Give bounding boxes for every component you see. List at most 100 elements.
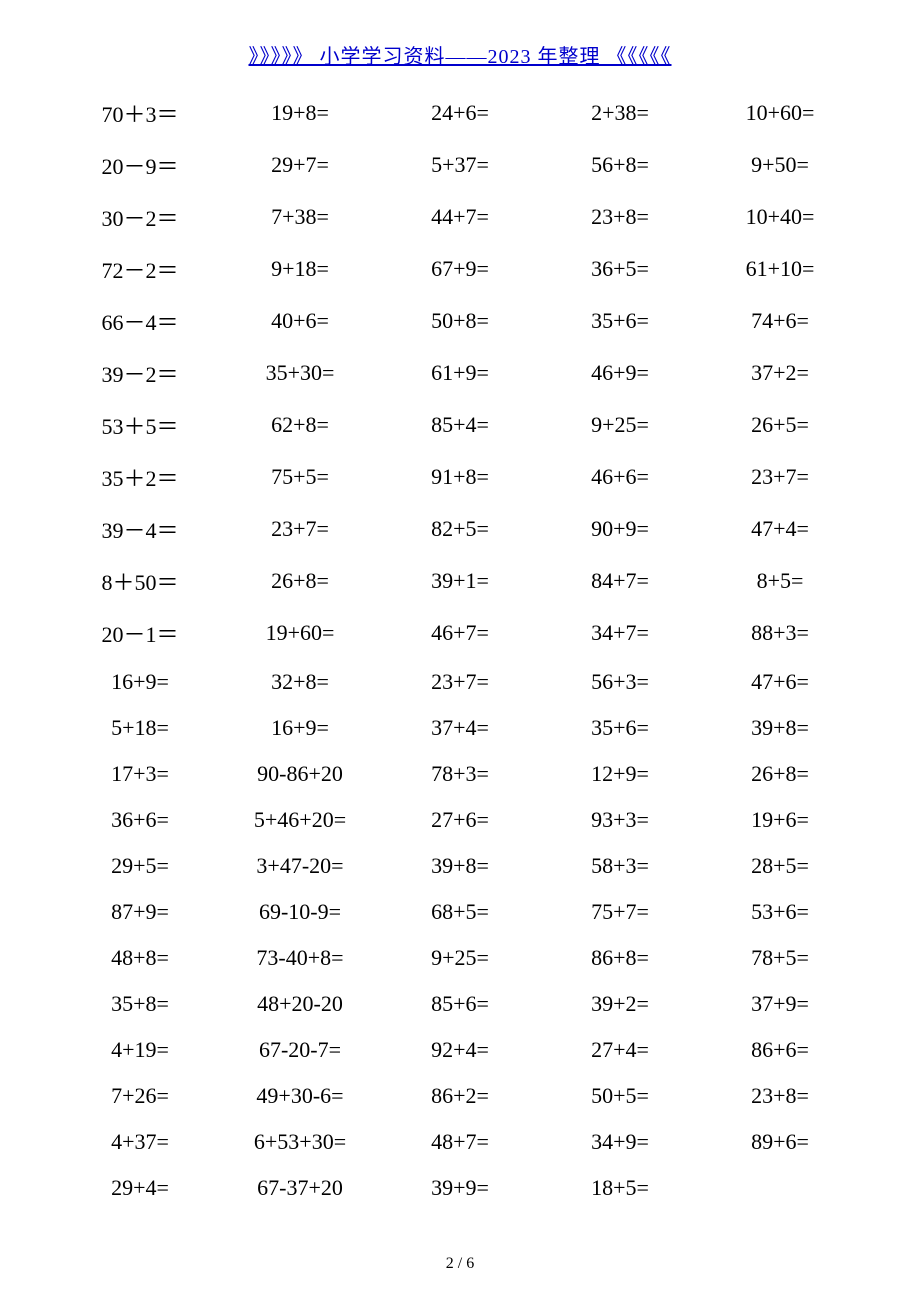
problem-cell: 24+6= [380, 87, 540, 139]
table-row: 72－2＝9+18=67+9=36+5=61+10= [60, 243, 860, 295]
problem-cell: 8＋50＝ [60, 555, 220, 607]
problem-cell: 48+20-20 [220, 981, 380, 1027]
problem-cell: 86+6= [700, 1027, 860, 1073]
problem-cell: 82+5= [380, 503, 540, 555]
problem-cell: 36+5= [540, 243, 700, 295]
problem-cell: 5+46+20= [220, 797, 380, 843]
problem-cell: 23+7= [700, 451, 860, 503]
problem-cell: 5+18= [60, 705, 220, 751]
problem-cell: 29+5= [60, 843, 220, 889]
table-row: 7+26=49+30-6=86+2=50+5=23+8= [60, 1073, 860, 1119]
problem-cell: 91+8= [380, 451, 540, 503]
problem-cell: 40+6= [220, 295, 380, 347]
header-link-text: 小学学习资料——2023 年整理 [320, 46, 601, 68]
problem-cell: 44+7= [380, 191, 540, 243]
problem-cell: 27+4= [540, 1027, 700, 1073]
problem-cell: 61+9= [380, 347, 540, 399]
problem-cell: 78+5= [700, 935, 860, 981]
table-row: 87+9=69-10-9=68+5=75+7=53+6= [60, 889, 860, 935]
table-row: 4+37=6+53+30=48+7=34+9=89+6= [60, 1119, 860, 1165]
problem-cell: 39+9= [380, 1165, 540, 1211]
problem-cell: 62+8= [220, 399, 380, 451]
problem-cell [700, 1165, 860, 1211]
problem-cell: 35+6= [540, 705, 700, 751]
problem-cell: 53+6= [700, 889, 860, 935]
problem-cell: 89+6= [700, 1119, 860, 1165]
table-row: 29+5=3+47-20=39+8=58+3=28+5= [60, 843, 860, 889]
table-row: 30－2＝7+38=44+7=23+8=10+40= [60, 191, 860, 243]
problem-cell: 28+5= [700, 843, 860, 889]
problem-cell: 35+8= [60, 981, 220, 1027]
table-row: 35+8=48+20-2085+6=39+2=37+9= [60, 981, 860, 1027]
problem-cell: 61+10= [700, 243, 860, 295]
problem-cell: 56+8= [540, 139, 700, 191]
problem-cell: 29+7= [220, 139, 380, 191]
problem-cell: 39+2= [540, 981, 700, 1027]
problem-cell: 48+7= [380, 1119, 540, 1165]
problem-cell: 46+9= [540, 347, 700, 399]
page-number: 2 / 6 [0, 1255, 920, 1273]
problem-cell: 19+8= [220, 87, 380, 139]
problem-cell: 56+3= [540, 659, 700, 705]
problem-cell: 10+40= [700, 191, 860, 243]
problem-cell: 72－2＝ [60, 243, 220, 295]
problem-cell: 88+3= [700, 607, 860, 659]
problem-cell: 47+6= [700, 659, 860, 705]
problem-cell: 78+3= [380, 751, 540, 797]
problem-cell: 67-20-7= [220, 1027, 380, 1073]
problem-cell: 74+6= [700, 295, 860, 347]
problem-cell: 16+9= [220, 705, 380, 751]
page-header: 》》》》》 小学学习资料——2023 年整理 《《《《《 [60, 40, 860, 69]
problem-cell: 6+53+30= [220, 1119, 380, 1165]
problem-cell: 46+6= [540, 451, 700, 503]
table-row: 36+6=5+46+20=27+6=93+3=19+6= [60, 797, 860, 843]
table-row: 35＋2＝75+5=91+8=46+6=23+7= [60, 451, 860, 503]
table-row: 29+4=67-37+2039+9=18+5= [60, 1165, 860, 1211]
problem-cell: 34+9= [540, 1119, 700, 1165]
problem-cell: 39－2＝ [60, 347, 220, 399]
problem-cell: 70＋3＝ [60, 87, 220, 139]
problem-cell: 26+5= [700, 399, 860, 451]
problem-cell: 85+6= [380, 981, 540, 1027]
problem-cell: 17+3= [60, 751, 220, 797]
problem-cell: 34+7= [540, 607, 700, 659]
problem-cell: 35＋2＝ [60, 451, 220, 503]
problem-cell: 86+2= [380, 1073, 540, 1119]
problem-cell: 37+2= [700, 347, 860, 399]
problem-cell: 37+9= [700, 981, 860, 1027]
problem-cell: 10+60= [700, 87, 860, 139]
problem-cell: 36+6= [60, 797, 220, 843]
problem-cell: 92+4= [380, 1027, 540, 1073]
problem-cell: 23+7= [220, 503, 380, 555]
problem-cell: 68+5= [380, 889, 540, 935]
table-row: 70＋3＝19+8=24+6=2+38=10+60= [60, 87, 860, 139]
page-sep: / [454, 1255, 466, 1272]
problem-cell: 7+38= [220, 191, 380, 243]
problem-cell: 39+8= [700, 705, 860, 751]
table-row: 39－2＝35+30=61+9=46+9=37+2= [60, 347, 860, 399]
problem-cell: 12+9= [540, 751, 700, 797]
table-row: 53＋5＝62+8=85+4=9+25=26+5= [60, 399, 860, 451]
problem-cell: 67+9= [380, 243, 540, 295]
problem-cell: 23+8= [540, 191, 700, 243]
problem-cell: 19+6= [700, 797, 860, 843]
problem-cell: 49+30-6= [220, 1073, 380, 1119]
problem-cell: 39+1= [380, 555, 540, 607]
table-row: 8＋50＝26+8=39+1=84+7=8+5= [60, 555, 860, 607]
problem-cell: 90+9= [540, 503, 700, 555]
header-link[interactable]: 》》》》》 小学学习资料——2023 年整理 《《《《《 [249, 46, 672, 68]
problem-cell: 26+8= [220, 555, 380, 607]
problem-cell: 58+3= [540, 843, 700, 889]
problem-cell: 19+60= [220, 607, 380, 659]
problem-cell: 87+9= [60, 889, 220, 935]
table-row: 66－4＝40+6=50+8=35+6=74+6= [60, 295, 860, 347]
problem-cell: 53＋5＝ [60, 399, 220, 451]
problem-cell: 75+5= [220, 451, 380, 503]
problem-cell: 73-40+8= [220, 935, 380, 981]
table-row: 20－1＝19+60=46+7=34+7=88+3= [60, 607, 860, 659]
problem-cell: 20－9＝ [60, 139, 220, 191]
problem-cell: 8+5= [700, 555, 860, 607]
problem-cell: 67-37+20 [220, 1165, 380, 1211]
page-total: 6 [466, 1255, 474, 1272]
problem-cell: 27+6= [380, 797, 540, 843]
